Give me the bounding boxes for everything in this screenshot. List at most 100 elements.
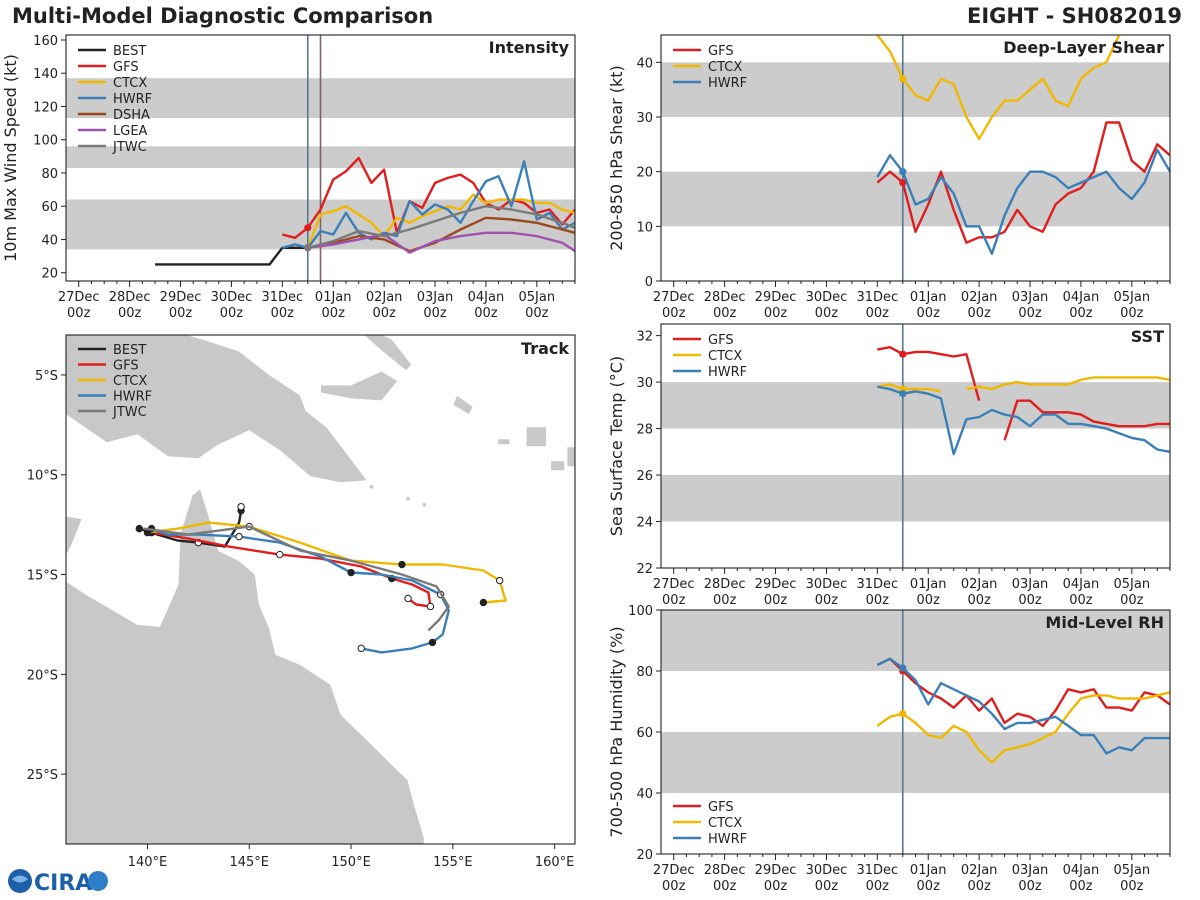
intensity-series-best-line-0 xyxy=(155,246,308,266)
sst-xtick-label-date: 28Dec xyxy=(704,577,746,592)
globe-highlight xyxy=(12,875,28,883)
sst-ytick-label: 24 xyxy=(636,516,653,531)
intensity-ytick-label: 60 xyxy=(41,200,58,215)
sst-xtick-label-date: 31Dec xyxy=(856,577,898,592)
rh-legend-label-hwrf: HWRF xyxy=(708,832,747,847)
shear-xtick-label-hour: 00z xyxy=(713,306,737,321)
rh-xtick-label-date: 28Dec xyxy=(704,863,746,878)
track-jtwc-line xyxy=(143,525,450,632)
intensity-xtick-label-hour: 00z xyxy=(169,306,193,321)
sst-series-hwrf-point xyxy=(899,390,907,398)
track-best-point xyxy=(237,502,245,511)
new-britain-land xyxy=(320,370,399,402)
intensity-ytick-label: 160 xyxy=(33,34,58,49)
rh-y-axis-label: 700-500 hPa Humidity (%) xyxy=(607,626,626,837)
shear-series-gfs-point xyxy=(899,179,907,187)
intensity-xtick-label-hour: 00z xyxy=(474,306,498,321)
shear-ytick-label: 0 xyxy=(645,275,653,290)
track-gfs-point xyxy=(404,594,412,603)
rh-xtick-label-hour: 00z xyxy=(764,879,788,894)
rh-xtick-label-date: 31Dec xyxy=(856,863,898,878)
shear-series-ctcx-point xyxy=(899,75,907,83)
rh-series-hwrf-line-0 xyxy=(876,657,1170,755)
track-ytick-label: 20°S xyxy=(27,668,58,683)
track-panel-title: Track xyxy=(521,339,569,358)
small-island-0 xyxy=(368,483,375,490)
sst-xtick-label-date: 03Jan xyxy=(1012,577,1049,592)
shear-xtick-label-date: 04Jan xyxy=(1063,290,1100,305)
sst-xtick-label-date: 27Dec xyxy=(653,577,695,592)
intensity-series-gfs-point xyxy=(304,224,312,232)
intensity-legend-label-hwrf: HWRF xyxy=(113,92,152,107)
intensity-xtick-label-date: 02Jan xyxy=(366,290,403,305)
intensity-series-jtwc-line-0 xyxy=(307,204,575,249)
sst-series-gfs-point xyxy=(899,350,907,358)
intensity-ytick-label: 140 xyxy=(33,67,58,82)
track-ytick-label: 5°S xyxy=(35,369,58,384)
shear-legend-label-ctcx: CTCX xyxy=(708,60,742,75)
track-ctcx-point xyxy=(495,576,504,585)
intensity-ytick-label: 100 xyxy=(33,134,58,149)
sst-xtick-label-date: 05Jan xyxy=(1114,577,1151,592)
intensity-legend-label-ctcx: CTCX xyxy=(113,76,147,91)
shear-xtick-label-hour: 00z xyxy=(764,306,788,321)
intensity-legend-label-dsha: DSHA xyxy=(113,108,150,123)
rh-series-hwrf-point xyxy=(899,664,907,672)
sst-xtick-label-hour: 00z xyxy=(1069,593,1093,608)
partner-logo-icon xyxy=(88,871,108,891)
track-legend-label-hwrf: HWRF xyxy=(113,390,152,405)
sst-ytick-label: 26 xyxy=(636,469,653,484)
sst-xtick-label-hour: 00z xyxy=(1120,593,1144,608)
rh-xtick-label-hour: 00z xyxy=(1069,879,1093,894)
rh-legend-label-gfs: GFS xyxy=(708,800,734,815)
intensity-xtick-label-date: 05Jan xyxy=(519,290,556,305)
shear-series-hwrf-line-0 xyxy=(876,148,1170,255)
sst-panel-title: SST xyxy=(1131,327,1164,346)
intensity-ytick-label: 120 xyxy=(33,100,58,115)
shear-y-axis-label: 200-850 hPa Shear (kt) xyxy=(607,65,626,251)
rh-xtick-label-date: 05Jan xyxy=(1114,863,1151,878)
shear-xtick-label-hour: 00z xyxy=(917,306,941,321)
track-ytick-label: 10°S xyxy=(27,469,58,484)
track-series-group xyxy=(135,502,507,654)
rh-xtick-label-date: 01Jan xyxy=(910,863,947,878)
track-land-group xyxy=(66,335,575,844)
track-legend-label-gfs: GFS xyxy=(113,359,139,374)
track-xtick-label: 150°E xyxy=(331,855,371,870)
sst-series-ctcx-line-0 xyxy=(877,383,942,393)
rh-band-1 xyxy=(661,610,1170,671)
new-ireland-land xyxy=(362,335,413,372)
rh-xtick-label-date: 02Jan xyxy=(961,863,998,878)
intensity-xtick-label-hour: 00z xyxy=(525,306,549,321)
rh-xtick-label-date: 30Dec xyxy=(806,863,848,878)
intensity-series-jtwc-point xyxy=(304,244,312,252)
sst-xtick-label-date: 04Jan xyxy=(1063,577,1100,592)
track-ctcx-point xyxy=(398,560,406,569)
track-xtick-label: 140°E xyxy=(128,855,168,870)
track-xtick-label: 145°E xyxy=(229,855,269,870)
rh-xtick-label-hour: 00z xyxy=(815,879,839,894)
intensity-ytick-label: 80 xyxy=(41,167,58,182)
track-hwrf-point xyxy=(357,644,365,653)
intensity-xtick-label-hour: 00z xyxy=(67,306,91,321)
rh-band-0 xyxy=(661,732,1170,793)
rh-xtick-label-hour: 00z xyxy=(866,879,890,894)
rh-series-gfs-line-0 xyxy=(876,657,1170,728)
shear-ytick-label: 20 xyxy=(636,166,653,181)
shear-series-gfs-line-0 xyxy=(876,121,1170,244)
shear-xtick-label-date: 31Dec xyxy=(856,290,898,305)
sst-series-gfs-line-0 xyxy=(877,346,981,402)
sst-series-group xyxy=(877,346,1170,456)
sst-ytick-label: 28 xyxy=(636,423,653,438)
sst-series-hwrf-line-0 xyxy=(877,385,1170,456)
page-title: Multi-Model Diagnostic Comparison xyxy=(12,4,434,28)
shear-panel-title: Deep-Layer Shear xyxy=(1003,38,1164,57)
track-frame xyxy=(65,334,576,845)
sst-legend-label-gfs: GFS xyxy=(708,333,734,348)
shear-band-0 xyxy=(661,171,1170,227)
rh-xtick-label-date: 04Jan xyxy=(1063,863,1100,878)
intensity-panel-title: Intensity xyxy=(489,38,570,57)
rh-ytick-label: 20 xyxy=(636,848,653,863)
shear-series-group xyxy=(876,35,1170,255)
